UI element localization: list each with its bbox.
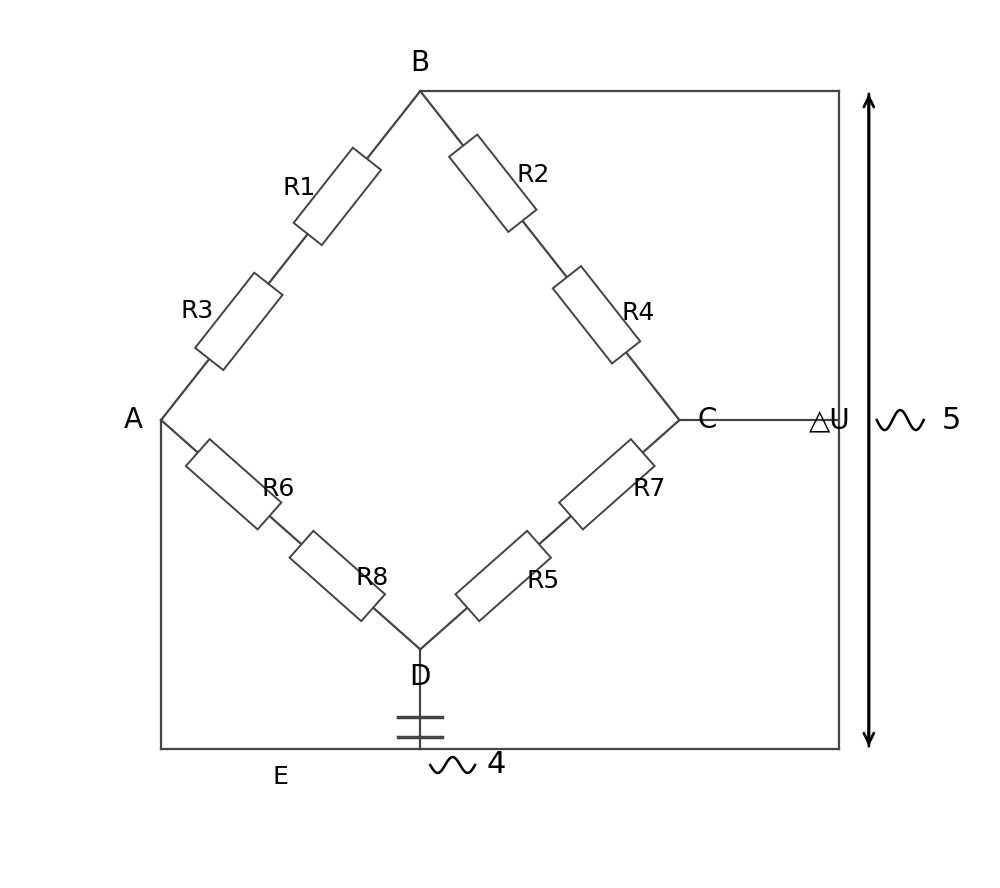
- Text: 4: 4: [487, 750, 506, 780]
- Polygon shape: [559, 440, 655, 529]
- Text: E: E: [273, 765, 289, 789]
- Polygon shape: [294, 147, 381, 245]
- Text: △U: △U: [809, 406, 851, 434]
- Polygon shape: [455, 531, 551, 621]
- Text: R7: R7: [632, 477, 665, 501]
- Text: R6: R6: [262, 477, 295, 501]
- Text: D: D: [410, 663, 431, 691]
- Text: C: C: [698, 406, 717, 434]
- Text: 5: 5: [942, 406, 961, 434]
- Text: R1: R1: [283, 177, 316, 201]
- Polygon shape: [553, 266, 640, 363]
- Text: R4: R4: [622, 301, 655, 325]
- Text: B: B: [411, 49, 430, 77]
- Text: R8: R8: [356, 566, 389, 590]
- Text: R2: R2: [516, 163, 549, 187]
- Polygon shape: [195, 273, 283, 370]
- Polygon shape: [449, 134, 537, 232]
- Text: R3: R3: [180, 299, 214, 323]
- Polygon shape: [186, 440, 281, 529]
- Text: R5: R5: [527, 569, 560, 593]
- Text: A: A: [124, 406, 143, 434]
- Polygon shape: [290, 531, 385, 621]
